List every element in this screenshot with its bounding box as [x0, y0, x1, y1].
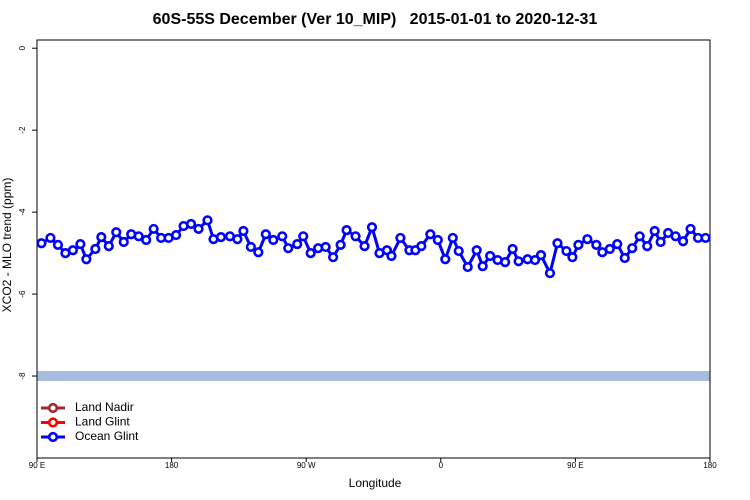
- point: [507, 243, 518, 255]
- y-tick-label: -2: [18, 126, 27, 134]
- point: [700, 232, 711, 244]
- point: [141, 234, 152, 246]
- point: [447, 232, 458, 244]
- legend-label: Land Glint: [75, 415, 130, 429]
- point: [133, 231, 144, 242]
- point: [52, 239, 64, 251]
- point: [215, 232, 227, 243]
- point: [111, 227, 122, 238]
- point: [366, 222, 378, 233]
- point: [425, 229, 436, 240]
- point: [649, 225, 660, 237]
- point: [253, 247, 264, 258]
- point: [96, 232, 107, 243]
- legend-label: Land Nadir: [75, 400, 134, 414]
- point: [118, 236, 129, 248]
- point: [535, 250, 547, 261]
- point: [305, 247, 316, 259]
- point: [341, 225, 352, 236]
- point: [395, 232, 406, 244]
- point: [90, 243, 101, 255]
- point: [477, 261, 488, 272]
- point: [292, 238, 303, 250]
- point: [350, 231, 361, 242]
- reference-band: [37, 371, 710, 382]
- point: [685, 223, 696, 235]
- point: [500, 257, 511, 268]
- point: [328, 252, 339, 263]
- point: [513, 256, 524, 267]
- point: [268, 234, 279, 246]
- point: [619, 252, 630, 264]
- point: [45, 232, 56, 244]
- point: [148, 223, 159, 235]
- point: [103, 241, 114, 252]
- x-tick-label: 90 W: [297, 461, 316, 470]
- point: [471, 245, 482, 256]
- point: [238, 225, 249, 237]
- y-tick-label: -4: [18, 208, 27, 216]
- point: [416, 241, 427, 252]
- point: [561, 245, 572, 257]
- point: [453, 245, 464, 257]
- point: [634, 231, 645, 242]
- point: [642, 241, 653, 252]
- point: [245, 241, 256, 253]
- x-tick-label: 0: [439, 461, 444, 470]
- point: [544, 268, 556, 279]
- point: [335, 239, 346, 251]
- point: [655, 236, 666, 248]
- point: [185, 218, 197, 230]
- point: [170, 229, 182, 241]
- y-tick-label: -8: [18, 372, 27, 380]
- legend-swatch-point: [47, 417, 59, 428]
- legend-swatch-point: [47, 431, 59, 443]
- point: [485, 250, 496, 262]
- point: [81, 254, 92, 265]
- point: [612, 238, 623, 250]
- x-tick-label: 90 E: [29, 461, 45, 470]
- plot-frame: [36, 39, 711, 459]
- point: [298, 231, 309, 242]
- y-axis-label: XCO2 - MLO trend (ppm): [0, 178, 14, 313]
- chart-title: 60S-55S December (Ver 10_MIP) 2015-01-01…: [153, 11, 598, 28]
- point: [591, 239, 602, 251]
- x-axis-label: Longitude: [349, 476, 402, 490]
- point: [432, 234, 443, 246]
- y-tick-label: -6: [18, 290, 27, 298]
- point: [320, 241, 331, 253]
- point: [232, 234, 243, 245]
- point: [283, 243, 294, 254]
- point: [440, 254, 451, 265]
- point: [627, 243, 638, 254]
- point: [604, 243, 615, 255]
- point: [67, 245, 78, 256]
- point: [193, 223, 204, 235]
- point: [573, 239, 584, 251]
- point: [260, 229, 271, 240]
- point: [462, 261, 473, 273]
- x-tick-label: 180: [703, 461, 717, 470]
- point: [567, 252, 578, 263]
- point: [36, 238, 47, 249]
- point: [670, 231, 681, 242]
- point: [359, 241, 370, 252]
- point: [677, 236, 689, 247]
- legend-label: Ocean Glint: [75, 429, 139, 443]
- y-tick-label: 0: [18, 45, 27, 50]
- point: [277, 231, 288, 242]
- point: [75, 238, 86, 250]
- x-tick-label: 90 E: [567, 461, 583, 470]
- point: [386, 250, 397, 262]
- point: [552, 238, 563, 249]
- point: [202, 215, 213, 226]
- legend-swatch-point: [47, 402, 59, 414]
- x-tick-label: 180: [165, 461, 179, 470]
- point: [582, 234, 593, 245]
